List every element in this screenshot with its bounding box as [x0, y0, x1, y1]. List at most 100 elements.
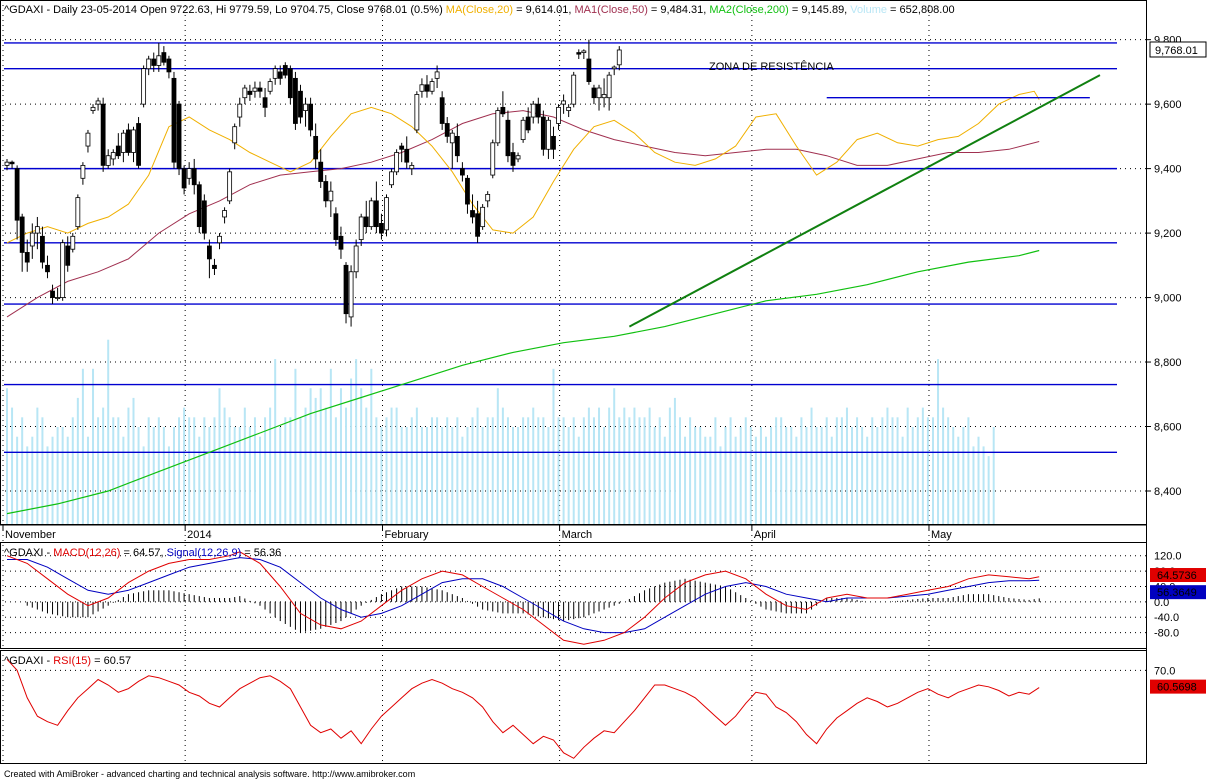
volume-bar-33: [172, 427, 175, 524]
candle-body-69: [353, 245, 359, 273]
candle-body-15: [80, 164, 86, 179]
volume-bar-107: [547, 427, 550, 524]
candle-body-66: [338, 235, 344, 250]
volume-bar-23: [122, 436, 125, 524]
rsi-label: RSI(15): [53, 655, 91, 667]
volume-bar-127: [648, 407, 651, 524]
candlesticks: [4, 39, 622, 327]
candle-body-86: [439, 97, 445, 124]
volume-bar-49: [253, 417, 256, 524]
volume-bar-38: [198, 436, 201, 524]
macd-panel-frame: [0, 542, 1147, 649]
volume-bar-85: [436, 417, 439, 524]
candle-body-107: [546, 119, 551, 150]
volume-bar-165: [840, 417, 843, 524]
last-price-label: 9,768.01: [1155, 45, 1198, 57]
volume-bar-158: [805, 427, 808, 524]
volume-bar-193: [982, 446, 985, 524]
volume-bar-106: [542, 417, 545, 524]
volume-bar-188: [957, 436, 960, 524]
volume-bar-1: [11, 407, 14, 524]
volume-bar-192: [977, 436, 980, 524]
candle-body-55: [282, 65, 288, 76]
volume-bar-151: [770, 427, 773, 524]
volume-bar-17: [92, 368, 95, 524]
candle-body-14: [75, 197, 81, 228]
ma20-line: [6, 90, 1040, 244]
volume-bar-185: [942, 407, 945, 524]
candle-body-88: [449, 132, 455, 144]
rsi-sep: -: [43, 655, 53, 667]
candle-body-2: [14, 168, 20, 221]
volume-bar-131: [668, 407, 671, 524]
volume-bar-15: [81, 368, 84, 524]
volume-bar-119: [608, 407, 611, 524]
volume-bar-89: [456, 417, 459, 524]
volume-bar-36: [188, 417, 191, 524]
volume-bar-83: [425, 427, 428, 524]
candle-body-52: [267, 81, 273, 92]
candle-body-61: [313, 135, 319, 160]
legend-ma50-label: MA1(Close,50): [575, 4, 648, 16]
volume-bar-178: [906, 407, 909, 524]
candle-body-27: [141, 68, 147, 105]
volume-bar-104: [532, 407, 535, 524]
header-symbol: ^GDAXI: [4, 4, 43, 16]
volume-bar-96: [491, 417, 494, 524]
price-tick-label-1: 9,600: [1154, 99, 1182, 111]
candle-body-42: [217, 235, 222, 244]
candle-body-46: [237, 103, 243, 118]
candle-body-73: [373, 200, 379, 228]
candle-body-38: [196, 184, 202, 228]
volume-bar-5: [31, 436, 34, 524]
candle-body-50: [257, 87, 263, 92]
month-label-2: February: [385, 529, 430, 541]
candle-body-5: [29, 232, 35, 247]
candle-body-31: [161, 52, 167, 63]
candle-body-59: [303, 103, 308, 111]
volume-bar-162: [825, 417, 828, 524]
legend-ma50-value: = 9,484.31,: [648, 4, 709, 16]
volume-bar-111: [567, 427, 570, 524]
volume-bar-2: [16, 436, 19, 524]
volume-bar-32: [167, 446, 170, 524]
volume-bar-112: [572, 417, 575, 524]
volume-bar-116: [592, 417, 595, 524]
candle-body-41: [212, 264, 217, 269]
candle-body-96: [490, 142, 496, 176]
volume-bar-150: [765, 436, 767, 524]
volume-bar-172: [876, 427, 879, 524]
volume-bar-194: [987, 456, 990, 524]
volume-bar-181: [921, 407, 924, 524]
volume-bar-54: [279, 427, 282, 524]
volume-bar-0: [6, 388, 8, 524]
candle-body-112: [571, 74, 577, 105]
price-header: ^GDAXI - Daily 23-05-2014 Open 9722.63, …: [4, 4, 955, 16]
rsi-header: ^GDAXI - RSI(15) = 60.57: [4, 655, 131, 667]
volume-bar-105: [537, 417, 540, 524]
volume-bar-9: [51, 436, 54, 524]
volume-bar-142: [724, 427, 727, 524]
macd-tick-label-4: -40.0: [1154, 612, 1179, 624]
macd-label: MACD(12,26): [53, 547, 120, 559]
volume-bar-59: [304, 407, 307, 524]
volume-bar-134: [684, 436, 687, 524]
volume-bar-4: [26, 446, 29, 524]
candle-body-49: [252, 87, 258, 92]
candle-body-115: [586, 58, 592, 82]
volume-bar-141: [719, 446, 722, 524]
volume-bar-175: [891, 417, 894, 524]
candle-body-40: [206, 245, 212, 260]
volume-bar-195: [992, 427, 995, 524]
candle-body-94: [480, 206, 486, 228]
volume-bar-77: [395, 407, 398, 524]
volume-bar-35: [183, 407, 186, 524]
volume-bar-78: [400, 427, 403, 524]
volume-bar-130: [663, 436, 666, 524]
volume-bar-176: [896, 417, 899, 524]
volume-bar-20: [107, 339, 110, 524]
candle-body-95: [485, 194, 491, 202]
volume-bar-76: [390, 407, 393, 524]
candle-body-62: [318, 161, 324, 182]
volume-bar-42: [218, 388, 221, 524]
